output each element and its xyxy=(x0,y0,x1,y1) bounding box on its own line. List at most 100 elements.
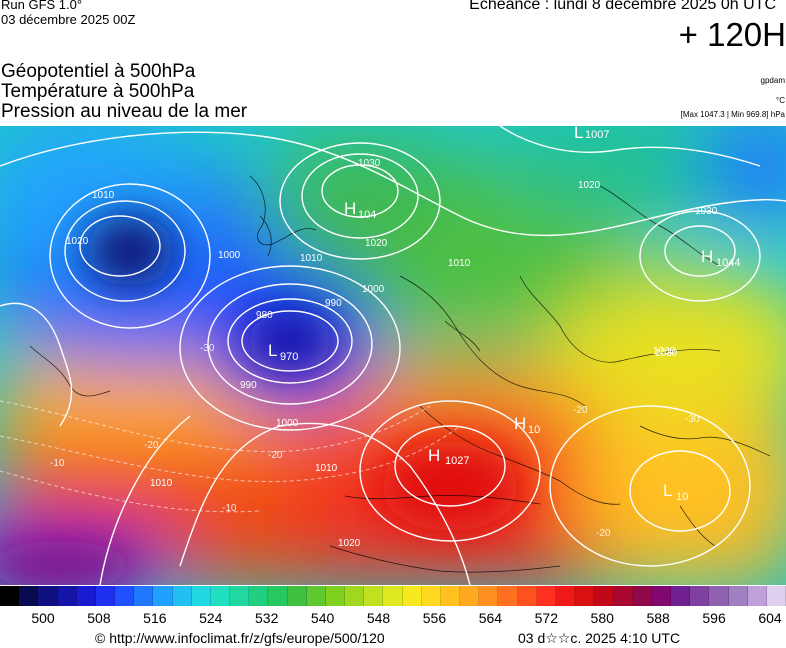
variable-pressure: Pression au niveau de la mer xyxy=(1,101,248,122)
colorbar-swatch xyxy=(230,586,250,606)
colorbar-swatch xyxy=(402,586,422,606)
copyright-url: © http://www.infoclimat.fr/z/gfs/europe/… xyxy=(95,630,385,646)
colorbar-swatch xyxy=(268,586,288,606)
colorbar-swatch xyxy=(115,586,135,606)
colorbar-swatch xyxy=(153,586,173,606)
isotherm-label: -20 xyxy=(144,440,159,451)
colorbar-swatch xyxy=(671,586,691,606)
isotherm-label: -10 xyxy=(222,503,237,514)
colorbar-tick-label: 540 xyxy=(310,610,335,626)
isobar-label: 1000 xyxy=(362,284,385,295)
pressure-center-value: 970 xyxy=(280,351,298,363)
colorbar-swatch xyxy=(440,586,461,606)
colorbar-tick-label: 572 xyxy=(534,610,558,626)
isotherm-label: -20 xyxy=(268,450,283,461)
isobar-label: 1020 xyxy=(338,538,361,549)
isobar-label: 1010 xyxy=(92,190,115,201)
generation-date: 03 d☆☆c. 2025 4:10 UTC xyxy=(518,630,681,646)
contour-labels: 1030 1020 1010 1000 990 980 1030 1030 10… xyxy=(50,158,718,549)
colorbar-tick-label: 516 xyxy=(143,610,167,626)
isotherm-label: -10 xyxy=(50,458,65,469)
colorbar-swatch xyxy=(287,586,307,606)
colorbar-swatch xyxy=(613,586,633,606)
colorbar-swatch xyxy=(95,586,116,606)
pressure-center-value: 10 xyxy=(528,424,540,436)
colorbar-tick-label: 532 xyxy=(255,610,279,626)
pressure-center-value: 104 xyxy=(358,209,376,221)
colorbar-swatch xyxy=(594,586,614,606)
colorbar-tick-label: 508 xyxy=(87,610,111,626)
colorbar-swatch xyxy=(383,586,403,606)
isobar-label: 1030 xyxy=(655,348,678,359)
isobar-label: 1030 xyxy=(695,206,718,217)
isobar-label: 990 xyxy=(240,380,257,391)
isotherms xyxy=(0,400,461,513)
colorbar-swatch xyxy=(325,586,346,606)
isotherm-label: -20 xyxy=(596,528,611,539)
isobars xyxy=(0,126,786,585)
pressure-center-type: L xyxy=(574,126,583,142)
pressure-centers: L 1007 H 104 H 1044 L 970 H 1027 H 10 L … xyxy=(268,126,740,503)
pressure-max-min: [Max 1047.3 | Min 969.8] hPa xyxy=(680,110,785,119)
isobar-label: 1020 xyxy=(365,238,388,249)
variable-geopotential: Géopotentiel à 500hPa xyxy=(1,61,196,82)
pressure-center-type: L xyxy=(268,341,277,360)
isobar-label: 1010 xyxy=(315,463,338,474)
colorbar-swatch xyxy=(76,586,96,606)
lead-time: + 120H xyxy=(678,16,786,53)
colorbar-swatch xyxy=(421,586,441,606)
colorbar-swatch xyxy=(210,586,231,606)
coastlines xyxy=(29,175,771,573)
colorbar-tick-label: 524 xyxy=(199,610,223,626)
pressure-center-value: 1044 xyxy=(716,257,740,269)
run-label: Run GFS 1.0° xyxy=(1,0,83,12)
unit-celsius: °C xyxy=(776,96,785,105)
run-date: 03 décembre 2025 00Z xyxy=(1,12,136,27)
colorbar-swatch xyxy=(38,586,58,606)
colorbar-swatch xyxy=(555,586,576,606)
colorbar-swatch xyxy=(575,586,595,606)
colorbar-swatch xyxy=(517,586,537,606)
colorbar-tick-label: 596 xyxy=(702,610,726,626)
colorbar-tick-label: 580 xyxy=(590,610,614,626)
isotherm-label: -30 xyxy=(200,343,215,354)
colorbar-swatch xyxy=(479,586,499,606)
isobar-label: 1020 xyxy=(66,236,89,247)
isobar-label: 1010 xyxy=(150,478,173,489)
colorbar-swatch xyxy=(191,586,211,606)
pressure-center-value: 10 xyxy=(676,491,688,503)
colorbar-swatch xyxy=(728,586,748,606)
colorbar-tick-label: 564 xyxy=(478,610,503,626)
colorbar-swatch xyxy=(249,586,269,606)
isobar-label: 1000 xyxy=(218,250,241,261)
isobar-label: 1010 xyxy=(300,253,323,264)
pressure-center-type: H xyxy=(701,247,713,266)
colorbar-tick-label: 500 xyxy=(31,610,55,626)
colorbar-swatch xyxy=(690,586,710,606)
isobar-label: 1000 xyxy=(276,418,299,429)
isobar-label: 990 xyxy=(325,298,342,309)
colorbar-ticks: 500 508 516 524 532 540 548 556 564 572 580 588 596 6… xyxy=(0,610,786,628)
isobar-label: 980 xyxy=(256,310,273,321)
colorbar xyxy=(0,586,786,606)
colorbar-tick-label: 604 xyxy=(758,610,782,626)
colorbar-swatch xyxy=(632,586,652,606)
pressure-center-value: 1007 xyxy=(585,129,609,141)
colorbar-swatch xyxy=(651,586,672,606)
colorbar-swatch xyxy=(536,586,556,606)
colorbar-swatch xyxy=(345,586,365,606)
colorbar-swatch xyxy=(172,586,192,606)
pressure-center-type: H xyxy=(344,199,356,218)
weather-map[interactable]: 1030 1020 1010 1000 990 980 1030 1030 10… xyxy=(0,126,786,585)
isobar-label: 1030 xyxy=(358,158,381,169)
isobar-label: 1030 xyxy=(653,346,676,357)
isobar-label: 1020 xyxy=(578,180,601,191)
isotherm-label: -20 xyxy=(573,405,588,416)
colorbar-swatch xyxy=(134,586,154,606)
colorbar-swatch xyxy=(306,586,326,606)
colorbar-swatch xyxy=(709,586,729,606)
pressure-center-value: 1027 xyxy=(445,455,469,467)
colorbar-swatch xyxy=(0,586,20,606)
colorbar-swatch xyxy=(766,586,786,606)
colorbar-swatch xyxy=(57,586,77,606)
